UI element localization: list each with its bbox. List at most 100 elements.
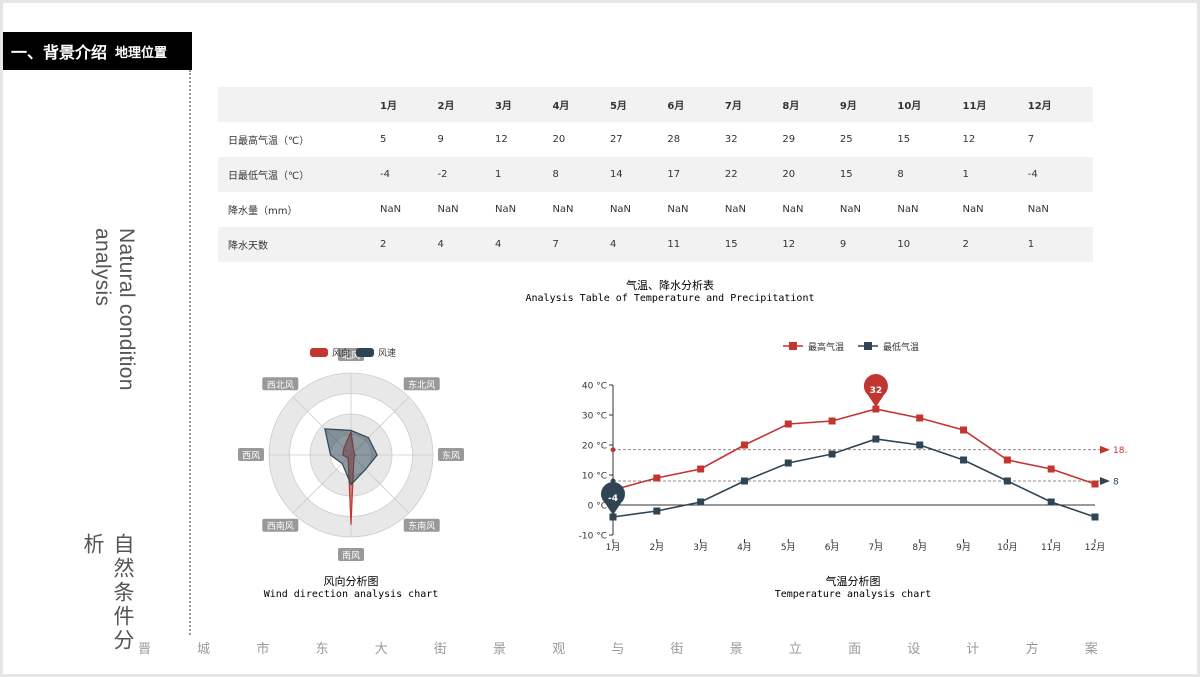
radar-series-wind-speed: [324, 428, 378, 486]
table-cell: 8: [897, 169, 904, 180]
data-point: [697, 498, 705, 506]
data-point: [916, 414, 924, 422]
data-point: [1047, 498, 1055, 506]
table-cell: 32: [724, 134, 738, 145]
y-tick-label: 30 °C: [582, 412, 607, 422]
footer-char: 市: [256, 642, 270, 657]
footer-char: 方: [1025, 642, 1039, 657]
table-month-header: 5月: [609, 101, 627, 112]
min-pin-marker: -4: [601, 482, 625, 515]
table-cell: 7: [552, 239, 559, 250]
radar-indicator-label: 东北风: [408, 379, 435, 391]
data-point: [1047, 465, 1055, 473]
x-tick-label: 3月: [693, 542, 708, 553]
dotted-divider: [189, 70, 191, 635]
data-point: [960, 456, 968, 464]
line-legend-label: 最低气温: [883, 341, 919, 353]
table-cell: 17: [667, 169, 681, 180]
footer-char: 大: [374, 642, 388, 657]
radar-indicator-bg: [238, 448, 264, 461]
mark-line-arrow: [1100, 477, 1110, 485]
table-cell: -4: [380, 169, 390, 180]
table-cell: 14: [609, 169, 623, 180]
radar-indicator-label: 南风: [342, 550, 360, 562]
data-point: [828, 417, 836, 425]
table-cell: 1: [962, 169, 969, 180]
x-tick-label: 10月: [997, 542, 1017, 553]
data-point: [960, 426, 968, 434]
data-point: [784, 459, 792, 467]
table-cell: NaN: [782, 204, 804, 215]
data-point: [872, 435, 880, 443]
table-row: 日最高气温（℃） 5 9 12 20 27 28 32 29 25 15 12 7: [218, 122, 1093, 157]
radar-indicator-bg: [403, 377, 440, 391]
radar-indicator-label: 西风: [242, 451, 260, 462]
line-caption: 气温分析图 Temperature analysis chart: [653, 573, 1053, 600]
side-title-en: Natural condition analysis: [91, 228, 138, 391]
radar-indicator-bg: [262, 377, 299, 391]
table-cell: NaN: [667, 204, 689, 215]
data-point: [1091, 480, 1099, 488]
table-month-header: 3月: [494, 101, 512, 112]
radar-indicator-label: 北风: [342, 351, 360, 362]
line-legend-swatch: [864, 342, 872, 350]
data-point: [653, 474, 661, 482]
radar-indicator-label: 西北风: [267, 380, 294, 391]
footer-char: 东: [315, 642, 329, 657]
line-legend-label: 最高气温: [808, 341, 844, 353]
x-tick-label: 11月: [1041, 542, 1061, 553]
table-cell: NaN: [724, 204, 746, 215]
data-point: [784, 420, 792, 428]
slide: [3, 3, 1197, 674]
table-month-header: 6月: [667, 101, 685, 112]
footer-title: 晋城市东大街景观与街景立面设计方案: [138, 638, 1098, 657]
radar-indicator-bg: [438, 448, 464, 461]
y-tick-label: -10 °C: [579, 532, 607, 542]
table-cell: 20: [782, 169, 796, 180]
table-cell: 1: [1027, 239, 1035, 250]
table-cell: 9: [437, 134, 444, 145]
table-cell: 4: [609, 239, 617, 250]
line-chart: -10 °C 0 °C 10 °C 20 °C 30 °C 40 °C 1月 2月 3月 4月 5月…: [579, 341, 1128, 553]
table-cell: 12: [782, 239, 796, 250]
line-series-min-temp: [612, 438, 1096, 518]
radar-indicator-bg: [338, 548, 364, 561]
table-cell: 2: [380, 239, 387, 250]
table-cell: 12: [494, 134, 508, 145]
data-point: [1091, 513, 1099, 521]
side-title-zh: 自然条件分析: [81, 533, 135, 654]
table-cell: NaN: [552, 204, 574, 215]
table-caption-en: Analysis Table of Temperature and Precip…: [525, 293, 815, 304]
table-cell: NaN: [962, 204, 984, 215]
table-header-row: 1月 2月 3月 4月 5月 6月 7月 8月 9月 10月 11月 12月: [218, 87, 1093, 122]
radar-caption-en: Wind direction analysis chart: [263, 589, 439, 600]
radar-legend-label: 风速: [378, 348, 396, 359]
table-month-header: 4月: [552, 101, 570, 112]
row-label: 降水天数: [228, 241, 268, 252]
data-point: [1003, 477, 1011, 485]
table-cell: NaN: [609, 204, 632, 215]
line-legend-swatch: [789, 342, 797, 350]
pin-marker-label: 32: [870, 386, 883, 396]
mark-line-label: 8: [1113, 478, 1119, 488]
data-point: [609, 513, 617, 521]
table-cell: 29: [782, 134, 796, 145]
radar-legend-swatch: [356, 348, 374, 357]
line-caption-zh: 气温分析图: [825, 575, 881, 588]
table-cell: 20: [552, 134, 566, 145]
mark-line-label: 18.42: [1113, 446, 1128, 456]
x-tick-label: 12月: [1085, 542, 1105, 553]
mark-line-arrow: [1100, 445, 1110, 454]
pin-marker-shape: [601, 482, 625, 515]
table-cell: 15: [897, 134, 911, 145]
table-cell: NaN: [1027, 204, 1049, 215]
table-month-header: 12月: [1027, 101, 1052, 112]
footer-char: 晋: [138, 642, 152, 657]
y-tick-label: 40 °C: [582, 382, 607, 392]
footer-char: 观: [552, 642, 566, 657]
max-pin-marker: 32: [863, 374, 888, 407]
x-tick-label: 1月: [606, 542, 621, 553]
table-cell: -4: [1027, 169, 1038, 180]
radar-legend-swatch: [310, 348, 328, 357]
table-cell: 2: [962, 239, 969, 250]
